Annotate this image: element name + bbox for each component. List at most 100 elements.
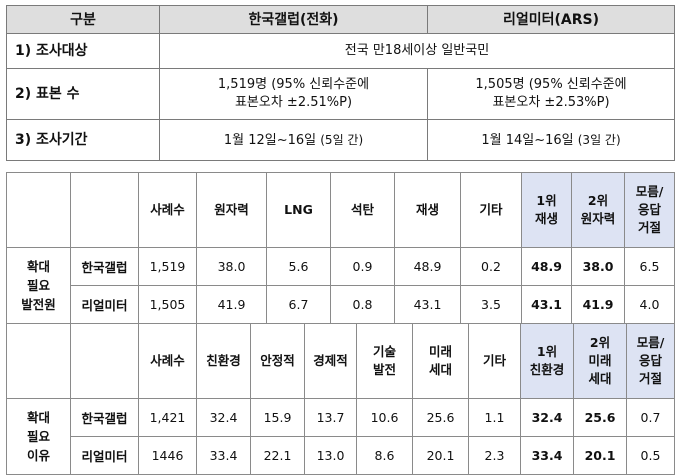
gallup-sample: 1,519명 (95% 신뢰수준에 표본오차 ±2.51%P) — [159, 68, 428, 120]
table-row: 2) 표본 수 1,519명 (95% 신뢰수준에 표본오차 ±2.51%P) … — [6, 68, 675, 120]
row-group-line1: 확대 — [26, 259, 50, 274]
cell-cases: 1,505 — [138, 285, 197, 324]
table-row: 3) 조사기간 1월 12일~16일 (5일 간) 1월 14일~16일 (3일… — [6, 119, 675, 161]
realmeter-sample: 1,505명 (95% 신뢰수준에 표본오차 ±2.53%P) — [427, 68, 675, 120]
header-category: 구분 — [6, 5, 160, 34]
header-dk-line1: 모름/ — [635, 184, 664, 199]
header-future: 미래 세대 — [412, 323, 469, 399]
header-rank2-line2: 미래 — [588, 353, 612, 368]
gallup-period: 1월 12일~16일 (5일 간) — [159, 119, 428, 161]
header-renewable: 재생 — [394, 172, 461, 248]
row-label-period: 3) 조사기간 — [6, 119, 160, 161]
row-group-line3: 발전원 — [21, 297, 56, 312]
header-rank1-line2: 친환경 — [529, 362, 565, 377]
header-rank2-line1: 2위 — [587, 193, 609, 208]
realmeter-period: 1월 14일~16일 (3일 간) — [427, 119, 675, 161]
gallup-period-date: 1월 12일~16일 — [223, 132, 317, 148]
cell-stability: 15.9 — [250, 398, 305, 437]
header-rank2: 2위 원자력 — [571, 172, 625, 248]
cell-cases: 1446 — [138, 436, 197, 475]
row-label-target: 1) 조사대상 — [6, 33, 160, 69]
cell-lng: 5.6 — [266, 247, 331, 286]
cell-future: 20.1 — [412, 436, 469, 475]
cell-other: 0.2 — [460, 247, 522, 286]
gallup-sample-line2: 표본오차 ±2.51%P) — [234, 95, 353, 110]
header-dk-line2: 응답 — [637, 202, 661, 217]
realmeter-period-date: 1월 14일~16일 — [481, 132, 574, 148]
cell-rank1: 32.4 — [520, 398, 574, 437]
table-row: 리얼미터 1,505 41.9 6.7 0.8 43.1 3.5 43.1 41… — [7, 285, 675, 324]
cell-rank1: 43.1 — [521, 285, 572, 324]
cell-nuclear: 38.0 — [196, 247, 267, 286]
cell-rank2: 38.0 — [571, 247, 625, 286]
table-row: 확대 필요 발전원 한국갤럽 1,519 38.0 5.6 0.9 48.9 0… — [6, 247, 675, 324]
header-rank2-line2: 원자력 — [580, 211, 616, 226]
cell-stability: 22.1 — [250, 436, 305, 475]
cell-coal: 0.9 — [330, 247, 395, 286]
header-cases: 사례수 — [138, 172, 197, 248]
cell-tech: 10.6 — [356, 398, 413, 437]
cell-other: 1.1 — [468, 398, 521, 437]
header-tech-line2: 발전 — [372, 362, 396, 377]
header-dk-line2: 응답 — [638, 353, 662, 368]
row-group-line3: 이유 — [26, 448, 50, 463]
survey-overview-table: 구분 한국갤럽(전화) 리얼미터(ARS) 1) 조사대상 전국 만18세이상 … — [6, 5, 675, 161]
header-rank2-line1: 2위 — [589, 335, 611, 350]
org-realmeter: 리얼미터 — [70, 436, 139, 475]
header-gallup: 한국갤럽(전화) — [159, 5, 428, 34]
cell-rank2: 41.9 — [571, 285, 625, 324]
header-eco: 친환경 — [196, 323, 251, 399]
header-dk-line1: 모름/ — [636, 335, 665, 350]
header-rank1-line1: 1위 — [536, 344, 558, 359]
header-stability: 안정적 — [250, 323, 305, 399]
cell-rank1: 33.4 — [520, 436, 574, 475]
cell-other: 3.5 — [460, 285, 522, 324]
cell-renewable: 43.1 — [394, 285, 461, 324]
cell-economy: 13.7 — [304, 398, 357, 437]
table-header-row: 구분 한국갤럽(전화) 리얼미터(ARS) — [6, 5, 675, 34]
cell-dk: 4.0 — [624, 285, 675, 324]
row-group-line2: 필요 — [26, 278, 50, 293]
gallup-period-note: (5일 간) — [320, 132, 364, 147]
org-realmeter: 리얼미터 — [70, 285, 139, 324]
header-tech: 기술 발전 — [356, 323, 413, 399]
row-group-label: 확대 필요 이유 — [6, 398, 71, 475]
cell-rank2: 20.1 — [573, 436, 627, 475]
table-header-row: 사례수 원자력 LNG 석탄 재생 기타 1위 재생 2위 원자력 모름/ 응답… — [6, 172, 675, 248]
cell-rank1: 48.9 — [521, 247, 572, 286]
header-rank1: 1위 재생 — [521, 172, 572, 248]
power-source-table: 사례수 원자력 LNG 석탄 재생 기타 1위 재생 2위 원자력 모름/ 응답… — [6, 172, 675, 324]
cell-renewable: 48.9 — [394, 247, 461, 286]
header-other: 기타 — [460, 172, 522, 248]
cell-cases: 1,421 — [138, 398, 197, 437]
header-dk: 모름/ 응답 거절 — [624, 172, 675, 248]
org-gallup: 한국갤럽 — [70, 247, 139, 286]
row-group-line2: 필요 — [26, 429, 50, 444]
header-coal: 석탄 — [330, 172, 395, 248]
cell-lng: 6.7 — [266, 285, 331, 324]
cell-dk: 0.7 — [626, 398, 675, 437]
header-rank1: 1위 친환경 — [520, 323, 574, 399]
cell-coal: 0.8 — [330, 285, 395, 324]
cell-eco: 32.4 — [196, 398, 251, 437]
header-rank1-line1: 1위 — [536, 193, 557, 208]
cell-eco: 33.4 — [196, 436, 251, 475]
header-rank2: 2위 미래 세대 — [573, 323, 627, 399]
realmeter-sample-line2: 표본오차 ±2.53%P) — [492, 95, 610, 110]
header-rank1-line2: 재생 — [534, 211, 558, 226]
table-header-row: 사례수 친환경 안정적 경제적 기술 발전 미래 세대 기타 1위 친환경 2위… — [6, 323, 675, 399]
row-group-line1: 확대 — [26, 410, 50, 425]
row-group-label: 확대 필요 발전원 — [6, 247, 71, 324]
table-row: 1) 조사대상 전국 만18세이상 일반국민 — [6, 33, 675, 69]
header-other: 기타 — [468, 323, 521, 399]
header-empty — [6, 172, 71, 248]
header-rank2-line3: 세대 — [588, 371, 612, 386]
header-lng: LNG — [266, 172, 331, 248]
realmeter-period-note: (3일 간) — [577, 132, 621, 147]
table-row: 리얼미터 1446 33.4 22.1 13.0 8.6 20.1 2.3 33… — [7, 436, 675, 475]
cell-other: 2.3 — [468, 436, 521, 475]
row-label-sample: 2) 표본 수 — [6, 68, 160, 120]
cell-tech: 8.6 — [356, 436, 413, 475]
header-dk-line3: 거절 — [637, 220, 661, 235]
cell-rank2: 25.6 — [573, 398, 627, 437]
